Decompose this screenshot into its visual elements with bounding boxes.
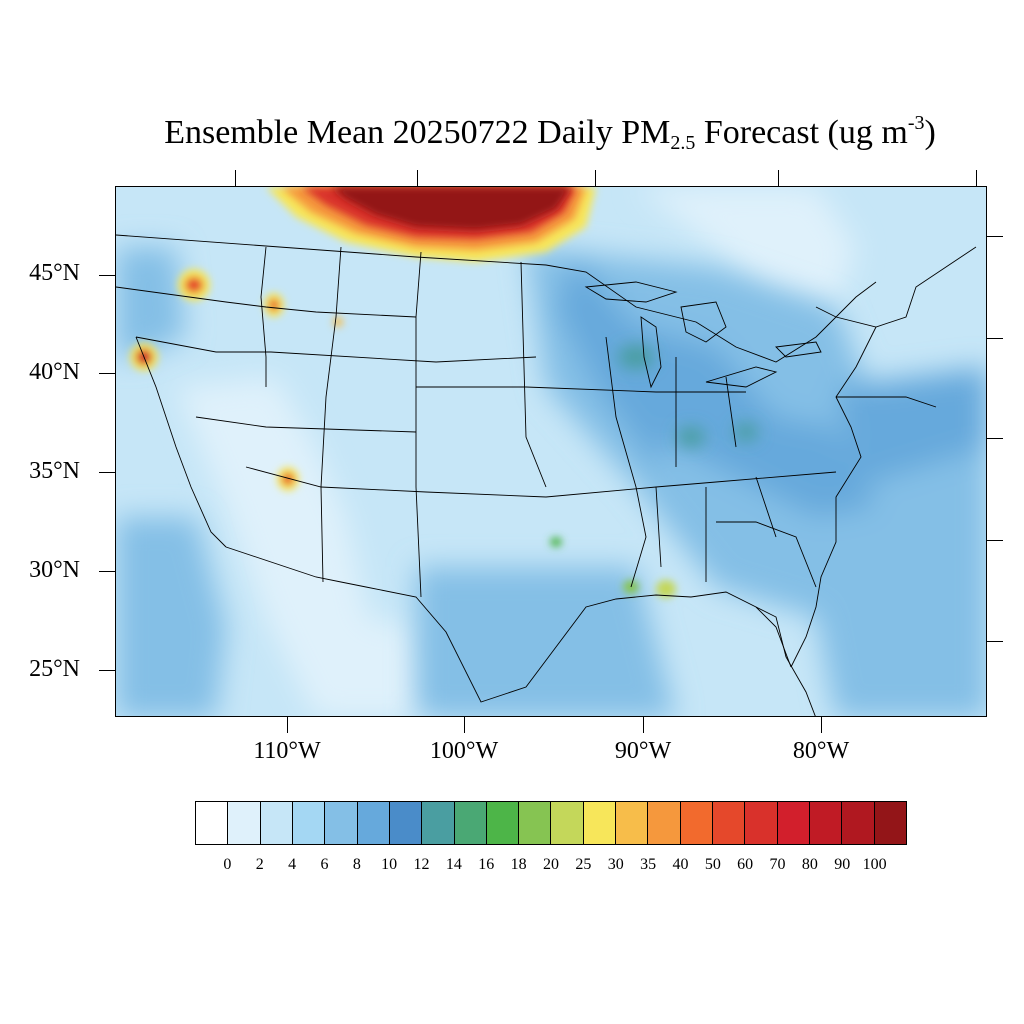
colorbar-swatch — [325, 802, 358, 844]
lon-label-90w: 90°W — [614, 738, 672, 764]
colorbar-swatch — [648, 802, 681, 844]
map-canvas — [116, 187, 986, 716]
colorbar-tick-label: 70 — [769, 856, 786, 873]
colorbar-swatch — [713, 802, 746, 844]
lat-label-30n: 30°N — [29, 557, 80, 583]
chart-title: Ensemble Mean 20250722 Daily PM2.5 Forec… — [0, 112, 1024, 155]
tick-left — [99, 571, 115, 572]
colorbar-swatch — [519, 802, 552, 844]
lon-label-80w: 80°W — [792, 738, 850, 764]
colorbar-tick-label: 50 — [704, 856, 721, 873]
canadian-smoke-plume — [266, 187, 596, 262]
colorbar-legend — [195, 801, 907, 845]
colorbar-tick-label: 25 — [575, 856, 592, 873]
colorbar-tick-label: 0 — [223, 856, 232, 873]
colorbar-labels: 0 2 4 6 8 10 12 14 16 18 20 25 30 35 40 50 60 70 80 90 100 — [195, 856, 907, 880]
tick-right — [987, 236, 1003, 237]
tick-bottom — [643, 717, 644, 733]
colorbar-swatch — [196, 802, 229, 844]
colorbar-tick-label: 90 — [834, 856, 851, 873]
lat-label-40n: 40°N — [29, 359, 80, 385]
colorbar-swatch — [874, 802, 906, 844]
colorbar-tick-label: 12 — [413, 856, 430, 873]
title-middle: Forecast (ug m — [695, 114, 908, 151]
lon-label-100w: 100°W — [429, 738, 499, 764]
great-lakes — [584, 281, 822, 389]
colorbar-swatch — [486, 802, 520, 844]
colorbar-tick-label: 35 — [640, 856, 657, 873]
colorbar-swatch — [357, 802, 390, 844]
colorbar-swatch — [777, 802, 810, 844]
tick-right — [987, 438, 1003, 439]
colorbar-tick-label: 2 — [255, 856, 264, 873]
colorbar-swatch — [616, 802, 649, 844]
lon-label-110w: 110°W — [253, 738, 321, 764]
tick-top — [778, 170, 779, 186]
colorbar-tick-label: 30 — [607, 856, 624, 873]
tick-right — [987, 540, 1003, 541]
colorbar-tick-label: 16 — [478, 856, 495, 873]
colorbar-tick-label: 60 — [737, 856, 754, 873]
colorbar-tick-label: 80 — [801, 856, 818, 873]
title-subscript: 2.5 — [670, 132, 696, 154]
florida-coast — [755, 606, 816, 716]
tick-top — [595, 170, 596, 186]
colorbar-tick-label: 4 — [288, 856, 297, 873]
tick-bottom — [821, 717, 822, 733]
lat-label-35n: 35°N — [29, 458, 80, 484]
lat-label-25n: 25°N — [29, 656, 80, 682]
political-boundaries — [116, 234, 977, 703]
tick-bottom — [287, 717, 288, 733]
colorbar-swatch — [228, 802, 261, 844]
colorbar-swatch — [745, 802, 778, 844]
tick-top — [235, 170, 236, 186]
colorbar-tick-label: 100 — [862, 856, 887, 873]
colorbar-swatch — [422, 802, 455, 844]
wildfire-hotspots — [130, 269, 676, 598]
colorbar-tick-label: 10 — [381, 856, 398, 873]
tick-left — [99, 373, 115, 374]
pm25-forecast-map — [115, 186, 987, 717]
low-concentration-regions — [176, 187, 856, 716]
colorbar-swatch — [551, 802, 584, 844]
lat-label-45n: 45°N — [29, 260, 80, 286]
colorbar-swatch — [809, 802, 843, 844]
title-suffix: ) — [924, 114, 936, 151]
colorbar-swatch — [842, 802, 875, 844]
colorbar-swatch — [292, 802, 326, 844]
colorbar-tick-label: 14 — [445, 856, 462, 873]
colorbar-tick-label: 40 — [672, 856, 689, 873]
colorbar-swatch — [454, 802, 487, 844]
tick-left — [99, 275, 115, 276]
colorbar-swatch — [680, 802, 713, 844]
tick-left — [99, 472, 115, 473]
tick-right — [987, 641, 1003, 642]
tick-right — [987, 338, 1003, 339]
tick-left — [99, 670, 115, 671]
colorbar-swatch — [389, 802, 423, 844]
colorbar-swatch — [583, 802, 617, 844]
title-superscript: -3 — [907, 112, 925, 134]
colorbar-tick-label: 6 — [320, 856, 329, 873]
colorbar-tick-label: 18 — [510, 856, 527, 873]
colorbar-swatch — [260, 802, 293, 844]
colorbar-tick-label: 8 — [352, 856, 361, 873]
tick-top — [976, 170, 977, 186]
tick-bottom — [464, 717, 465, 733]
colorbar-tick-label: 20 — [543, 856, 559, 873]
tick-top — [417, 170, 418, 186]
title-prefix: Ensemble Mean 20250722 Daily PM — [164, 114, 671, 151]
